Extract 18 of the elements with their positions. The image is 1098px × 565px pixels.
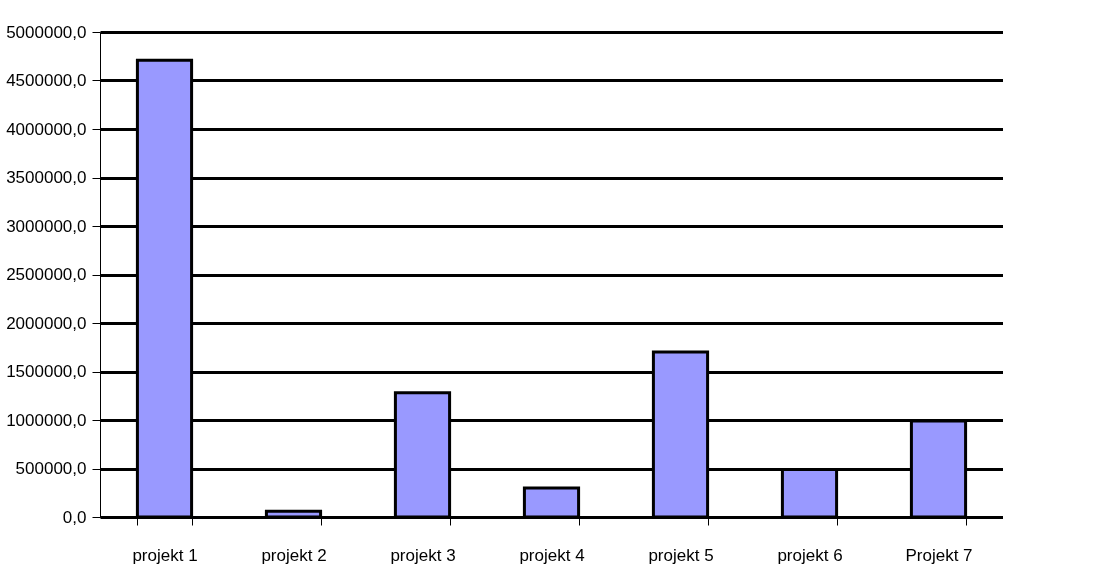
y-tick-label: 3000000,0 — [6, 216, 87, 236]
y-tick-label: 4500000,0 — [6, 71, 87, 90]
x-tick-label: projekt 5 — [648, 545, 714, 565]
y-tick-label: 2000000,0 — [6, 313, 87, 333]
y-tick-label: 2500000,0 — [6, 265, 87, 284]
x-tick-label: projekt 2 — [261, 545, 327, 565]
y-tick-label: 4000000,0 — [6, 119, 87, 139]
y-tick-label: 3500000,0 — [6, 168, 87, 187]
y-tick-label: 0,0 — [62, 507, 87, 527]
x-tick-label: projekt 4 — [519, 545, 585, 565]
x-tick-label: Projekt 7 — [905, 545, 973, 565]
x-tick-label: projekt 6 — [777, 545, 843, 565]
y-tick-label: 5000000,0 — [6, 22, 87, 42]
x-tick-label: projekt 1 — [132, 545, 198, 565]
y-tick-label: 500000,0 — [15, 459, 87, 478]
x-tick-label: projekt 3 — [390, 545, 456, 565]
y-tick-label: 1000000,0 — [6, 410, 87, 430]
y-tick-label: 1500000,0 — [6, 362, 87, 381]
